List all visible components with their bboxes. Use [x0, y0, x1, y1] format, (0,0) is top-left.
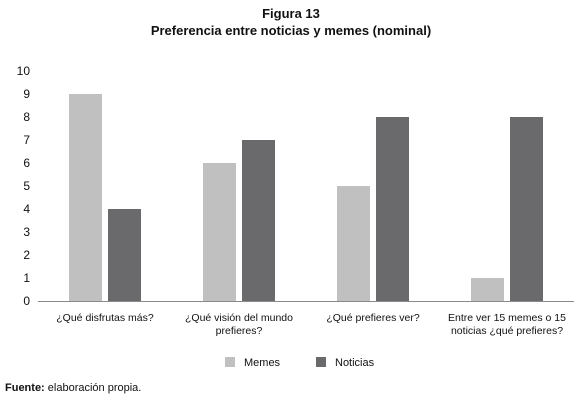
y-tick-label: 0 [23, 294, 30, 308]
y-tick-label: 8 [23, 110, 30, 124]
bar-noticias-2 [242, 140, 275, 301]
bar-noticias-1 [108, 209, 141, 301]
legend-swatch-memes [225, 357, 235, 367]
x-category-label: ¿Qué disfrutas más? [56, 312, 154, 324]
y-tick-label: 3 [23, 225, 30, 239]
source-text: elaboración propia. [44, 382, 142, 394]
bar-chart: 0 1 2 3 4 5 6 7 8 9 10 ¿Qué disfrutas más? ¿Qué visi… [17, 64, 574, 369]
y-tick-label: 1 [23, 271, 30, 285]
y-tick-label: 2 [23, 248, 30, 262]
bar-memes-1 [69, 94, 102, 301]
bar-noticias-4 [510, 117, 543, 301]
bar-memes-4 [471, 278, 504, 301]
x-category-label: ¿Qué visión del mundo [185, 312, 293, 324]
y-tick-label: 9 [23, 87, 30, 101]
x-category-label: ¿Qué prefieres ver? [326, 312, 420, 324]
chart-title: Preferencia entre noticias y memes (nomi… [150, 23, 432, 38]
bar-noticias-3 [376, 117, 409, 301]
y-tick-label: 7 [23, 133, 30, 147]
y-tick-label: 4 [23, 202, 30, 216]
y-tick-label: 5 [23, 179, 30, 193]
legend-label-memes: Memes [244, 357, 281, 369]
source-note: Fuente: elaboración propia. [5, 382, 141, 394]
bar-memes-3 [337, 186, 370, 301]
source-label: Fuente: [5, 382, 45, 394]
x-category-label: prefieres? [216, 325, 263, 337]
bar-memes-2 [203, 163, 236, 301]
y-tick-label: 10 [17, 64, 31, 78]
figure-label: Figura 13 [262, 6, 320, 21]
y-tick-label: 6 [23, 156, 30, 170]
x-category-label: noticias ¿qué prefieres? [451, 325, 563, 337]
x-category-label: Entre ver 15 memes o 15 [448, 312, 566, 324]
legend-swatch-noticias [316, 357, 326, 367]
legend-label-noticias: Noticias [335, 357, 375, 369]
